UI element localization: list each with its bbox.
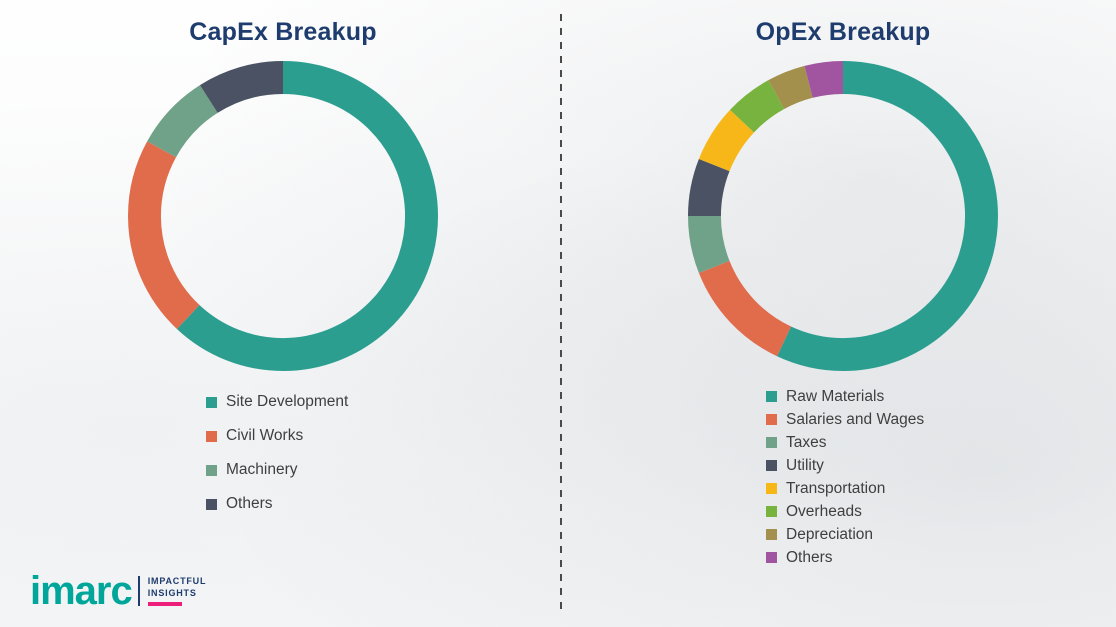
imarc-logo: imarc IMPACTFUL INSIGHTS — [30, 571, 206, 611]
opex-legend: Raw Materials Salaries and Wages Taxes Util… — [766, 385, 1008, 569]
legend-label: Civil Works — [226, 427, 304, 444]
logo-divider-bar — [137, 576, 140, 606]
legend-item: Overheads — [766, 500, 1008, 523]
donut-segment-civil-works — [128, 61, 438, 371]
capex-chart-title: CapEx Breakup — [189, 18, 377, 46]
legend-label: Others — [226, 495, 273, 512]
legend-swatch-icon — [206, 430, 217, 442]
donut-segment-others — [128, 61, 438, 371]
capex-donut-chart — [128, 61, 438, 371]
legend-swatch-icon — [206, 464, 217, 476]
legend-label: Raw Materials — [786, 387, 885, 405]
legend-item: Taxes — [766, 431, 1008, 454]
legend-item: Site Development — [206, 385, 448, 419]
opex-donut-chart — [688, 61, 998, 371]
legend-label: Overheads — [786, 502, 862, 520]
center-dashed-divider — [560, 14, 562, 616]
legend-label: Machinery — [226, 461, 298, 478]
legend-item: Depreciation — [766, 523, 1008, 546]
legend-item: Transportation — [766, 477, 1008, 500]
logo-accent-bar — [147, 601, 182, 606]
legend-swatch-icon — [766, 437, 777, 448]
donut-segment-utility — [688, 61, 998, 371]
legend-label: Taxes — [786, 433, 827, 451]
legend-swatch-icon — [766, 391, 777, 402]
legend-item: Civil Works — [206, 419, 448, 453]
legend-label: Depreciation — [786, 525, 874, 543]
legend-item: Utility — [766, 454, 1008, 477]
legend-swatch-icon — [206, 396, 217, 408]
legend-item: Others — [206, 487, 448, 521]
legend-swatch-icon — [766, 483, 777, 494]
capex-legend: Site Development Civil Works Machinery Othe… — [206, 385, 448, 521]
capex-chart-panel: CapEx Breakup Site Development Civil Work… — [118, 18, 448, 521]
legend-item: Salaries and Wages — [766, 408, 1008, 431]
legend-label: Salaries and Wages — [786, 410, 925, 428]
donut-segment-others — [688, 61, 998, 371]
legend-swatch-icon — [766, 460, 777, 471]
legend-item: Raw Materials — [766, 385, 1008, 408]
legend-swatch-icon — [766, 414, 777, 425]
legend-label: Site Development — [226, 393, 349, 410]
legend-label: Others — [786, 548, 833, 566]
legend-swatch-icon — [766, 506, 777, 517]
legend-swatch-icon — [206, 498, 217, 510]
legend-item: Others — [766, 546, 1008, 569]
legend-swatch-icon — [766, 552, 777, 563]
legend-label: Utility — [786, 456, 824, 474]
opex-chart-title: OpEx Breakup — [755, 18, 931, 46]
logo-tagline: IMPACTFUL INSIGHTS — [147, 576, 207, 606]
logo-tagline-line2: INSIGHTS — [147, 588, 197, 598]
legend-label: Transportation — [786, 479, 886, 497]
legend-item: Machinery — [206, 453, 448, 487]
opex-chart-panel: OpEx Breakup Raw Materials Salaries and W… — [678, 18, 1008, 569]
logo-wordmark: imarc — [30, 569, 133, 613]
logo-tagline-line1: IMPACTFUL — [147, 576, 207, 587]
legend-swatch-icon — [766, 529, 777, 540]
